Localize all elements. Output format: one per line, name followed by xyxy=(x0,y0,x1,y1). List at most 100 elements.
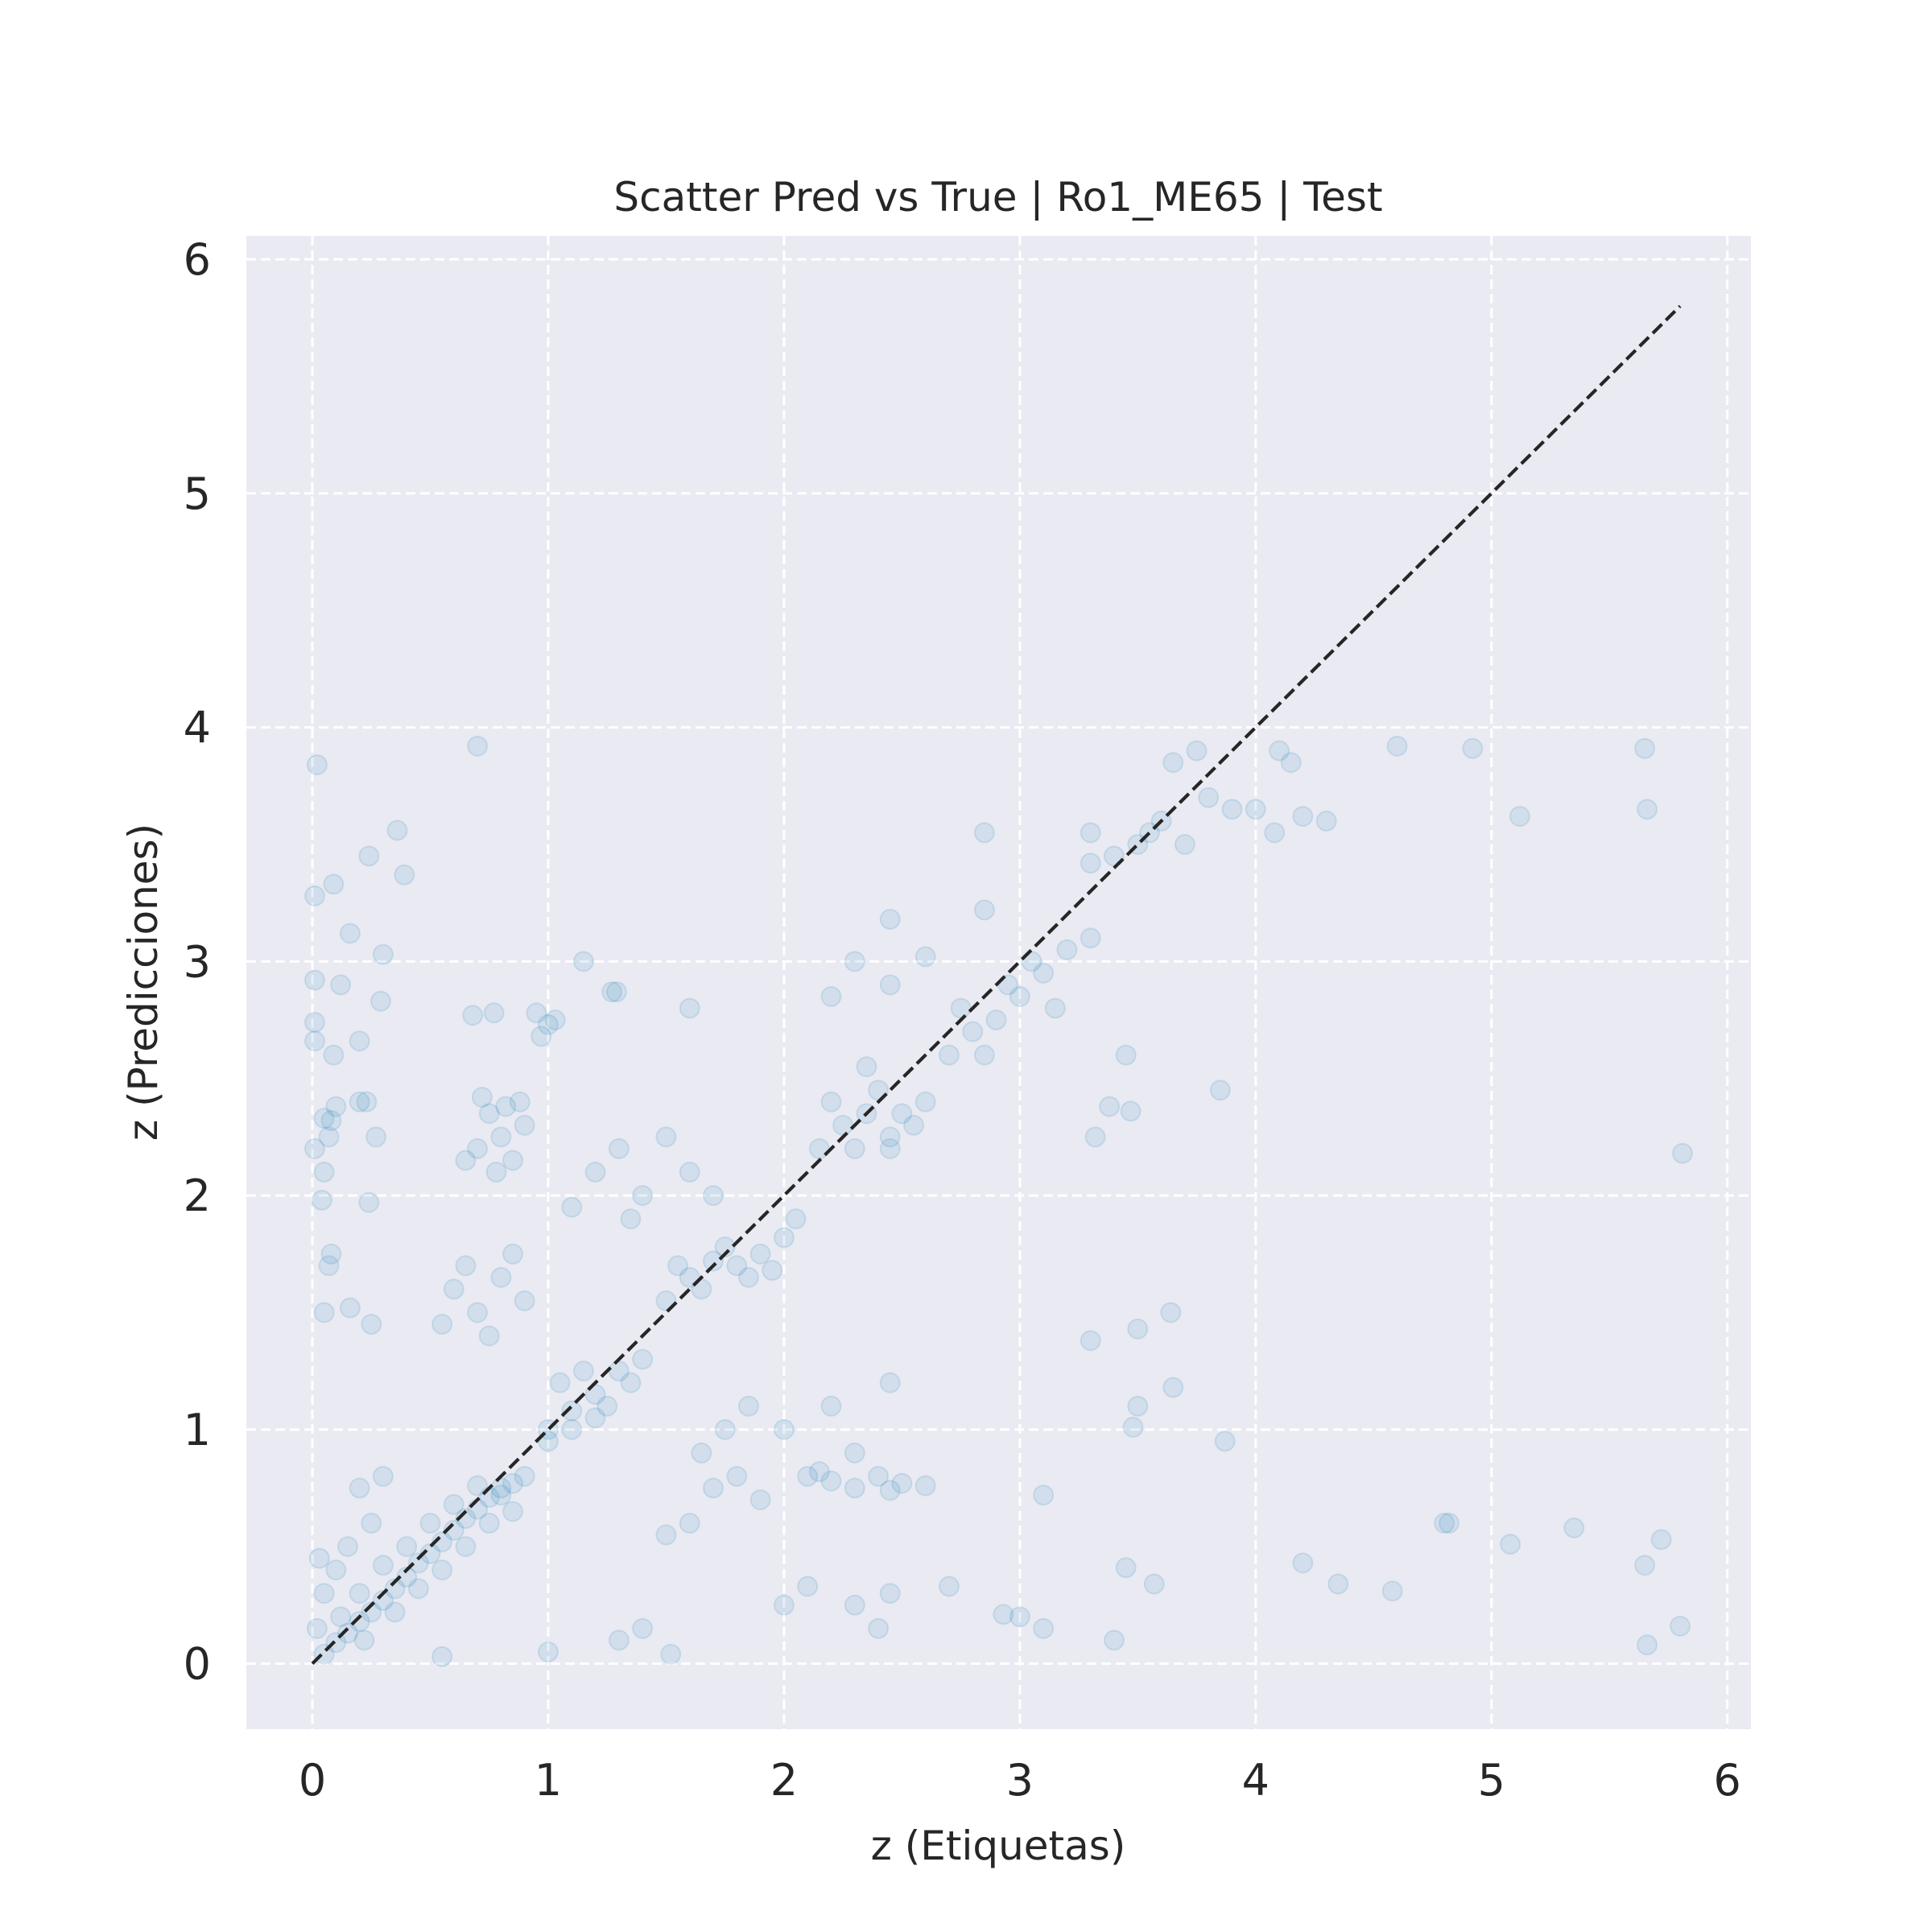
data-point xyxy=(1563,1517,1585,1538)
reference-line xyxy=(311,304,1682,1666)
data-point xyxy=(608,1629,630,1651)
data-point xyxy=(372,943,394,965)
data-point xyxy=(820,985,842,1007)
data-point xyxy=(431,1313,453,1335)
data-point xyxy=(443,1278,464,1300)
data-point xyxy=(844,1442,865,1463)
data-point xyxy=(868,1465,890,1487)
data-point xyxy=(844,951,865,972)
data-point xyxy=(502,1243,524,1265)
data-point xyxy=(1634,737,1656,759)
data-point xyxy=(632,1617,654,1639)
data-point xyxy=(561,1400,583,1422)
data-point xyxy=(868,1617,890,1639)
data-point xyxy=(1115,1044,1137,1066)
data-point xyxy=(691,1442,712,1463)
data-point xyxy=(306,754,328,776)
data-point xyxy=(471,1086,493,1108)
data-point xyxy=(431,1559,453,1581)
data-point xyxy=(632,1185,654,1207)
x-tick-label: 5 xyxy=(1478,1755,1505,1806)
data-point xyxy=(1056,939,1078,960)
data-point xyxy=(384,1601,406,1623)
data-point xyxy=(1084,1126,1106,1148)
data-point xyxy=(973,1044,995,1066)
data-point xyxy=(303,885,325,906)
data-point xyxy=(514,1290,535,1311)
data-point xyxy=(384,1578,406,1600)
x-tick-label: 4 xyxy=(1242,1755,1269,1806)
data-point xyxy=(667,1255,689,1277)
y-axis-label: z (Predicciones) xyxy=(120,824,167,1141)
data-point xyxy=(303,1011,325,1033)
data-point xyxy=(1080,1330,1101,1352)
data-point xyxy=(561,1196,583,1218)
data-point xyxy=(1080,927,1101,949)
data-point xyxy=(478,1513,500,1534)
data-point xyxy=(726,1255,748,1277)
data-point xyxy=(490,1126,512,1148)
y-tick-labels: 0 1 2 3 4 5 6 xyxy=(184,234,211,1690)
data-point xyxy=(985,1009,1007,1031)
data-point xyxy=(483,1002,505,1024)
data-point xyxy=(325,1559,347,1581)
data-point xyxy=(1209,1080,1231,1101)
data-point xyxy=(396,1567,418,1588)
data-point xyxy=(455,1536,477,1558)
data-point xyxy=(372,1590,394,1612)
data-point xyxy=(1280,752,1302,774)
data-point xyxy=(1033,1617,1055,1639)
data-point xyxy=(1315,810,1337,832)
data-point xyxy=(1637,799,1658,820)
data-point xyxy=(467,1302,489,1323)
data-point xyxy=(655,1126,677,1148)
data-point xyxy=(703,1477,724,1499)
data-point xyxy=(303,1030,325,1052)
data-point xyxy=(358,1191,380,1213)
data-point xyxy=(443,1519,464,1541)
data-point xyxy=(318,1126,340,1148)
data-point xyxy=(608,1137,630,1159)
data-point xyxy=(1292,806,1314,828)
data-point xyxy=(660,1643,682,1665)
data-point xyxy=(478,1325,500,1347)
data-point xyxy=(502,1472,524,1494)
data-point xyxy=(1269,740,1290,762)
data-point xyxy=(467,1475,489,1496)
data-point xyxy=(407,1552,429,1574)
y-tick-label: 3 xyxy=(184,936,211,987)
data-point xyxy=(318,1255,340,1277)
data-point xyxy=(394,864,415,886)
data-point xyxy=(973,899,995,921)
data-point xyxy=(1143,1573,1165,1595)
data-point xyxy=(714,1418,736,1440)
data-point xyxy=(820,1470,842,1492)
data-point xyxy=(879,974,901,996)
data-point xyxy=(914,946,936,968)
data-point xyxy=(313,1302,335,1323)
data-point xyxy=(1080,852,1101,874)
data-point xyxy=(320,1243,342,1265)
data-point xyxy=(601,981,623,1003)
y-tick-label: 1 xyxy=(184,1405,211,1455)
x-tick-label: 1 xyxy=(535,1755,562,1806)
data-point xyxy=(703,1185,724,1207)
data-point xyxy=(349,1583,370,1604)
x-axis-label: z (Etiquetas) xyxy=(871,1823,1126,1869)
data-point xyxy=(773,1594,795,1616)
data-point xyxy=(349,1611,370,1633)
data-point xyxy=(349,1477,370,1499)
data-point xyxy=(1009,985,1030,1007)
data-point xyxy=(485,1162,507,1183)
data-point xyxy=(514,1114,535,1136)
data-point xyxy=(1160,1302,1182,1323)
data-point xyxy=(308,1547,330,1569)
y-tick-label: 2 xyxy=(184,1170,211,1221)
data-point xyxy=(462,1005,484,1026)
data-point xyxy=(1381,1580,1403,1602)
data-point xyxy=(514,1465,535,1487)
x-tick-label: 2 xyxy=(770,1755,798,1806)
data-point xyxy=(431,1645,453,1667)
data-point xyxy=(537,1013,559,1035)
data-point xyxy=(361,1513,382,1534)
